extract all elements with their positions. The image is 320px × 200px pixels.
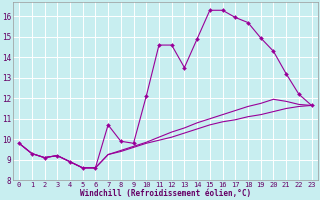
X-axis label: Windchill (Refroidissement éolien,°C): Windchill (Refroidissement éolien,°C) [80,189,251,198]
